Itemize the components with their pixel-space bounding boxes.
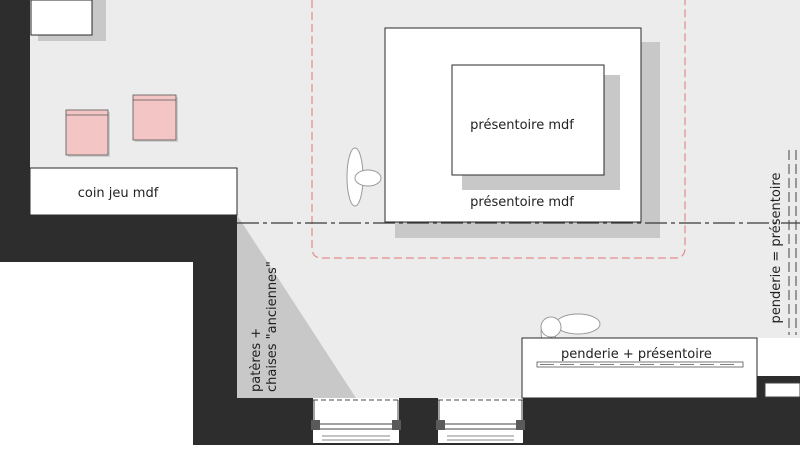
person-head <box>540 316 562 338</box>
person-head <box>354 169 382 187</box>
stool <box>65 109 110 157</box>
window <box>311 398 401 443</box>
window-post <box>516 420 525 430</box>
coin-jeu-label: coin jeu mdf <box>78 186 159 201</box>
stool-seat <box>65 109 109 156</box>
pateres-label-line1: patères + <box>249 328 264 392</box>
person-standing-icon <box>346 147 382 207</box>
window-post <box>311 420 320 430</box>
pateres-label: patères + chaises "anciennes" <box>249 261 280 392</box>
top-left-shelf <box>30 0 106 41</box>
wall-right-opening <box>764 382 800 398</box>
window <box>436 398 525 443</box>
penderie-presentoire-box <box>521 337 758 399</box>
presentoire-outer: présentoire mdf présentoire mdf <box>384 27 660 238</box>
window-post <box>392 420 401 430</box>
top-left-shelf-box <box>30 0 93 36</box>
presentoire-inner-box <box>451 64 605 176</box>
hanging-rail <box>536 361 744 368</box>
presentoire-inner-label: présentoire mdf <box>470 118 574 133</box>
penderie-right: penderie = présentoire <box>769 150 797 335</box>
stool <box>132 94 178 142</box>
display-zone-outline <box>311 0 686 259</box>
wall-shadow <box>237 215 356 398</box>
presentoire-outer-label: présentoire mdf <box>470 195 574 210</box>
pateres-label-line2: chaises "anciennes" <box>265 261 280 392</box>
window-post <box>436 420 445 430</box>
penderie-presentoire-label: penderie + présentoire <box>561 347 712 362</box>
penderie-presentoire: penderie + présentoire <box>521 337 758 399</box>
penderie-equals-label: penderie = présentoire <box>769 173 784 324</box>
coin-jeu: coin jeu mdf <box>29 167 238 216</box>
stool-seat <box>132 94 177 141</box>
person-torso <box>555 313 601 335</box>
